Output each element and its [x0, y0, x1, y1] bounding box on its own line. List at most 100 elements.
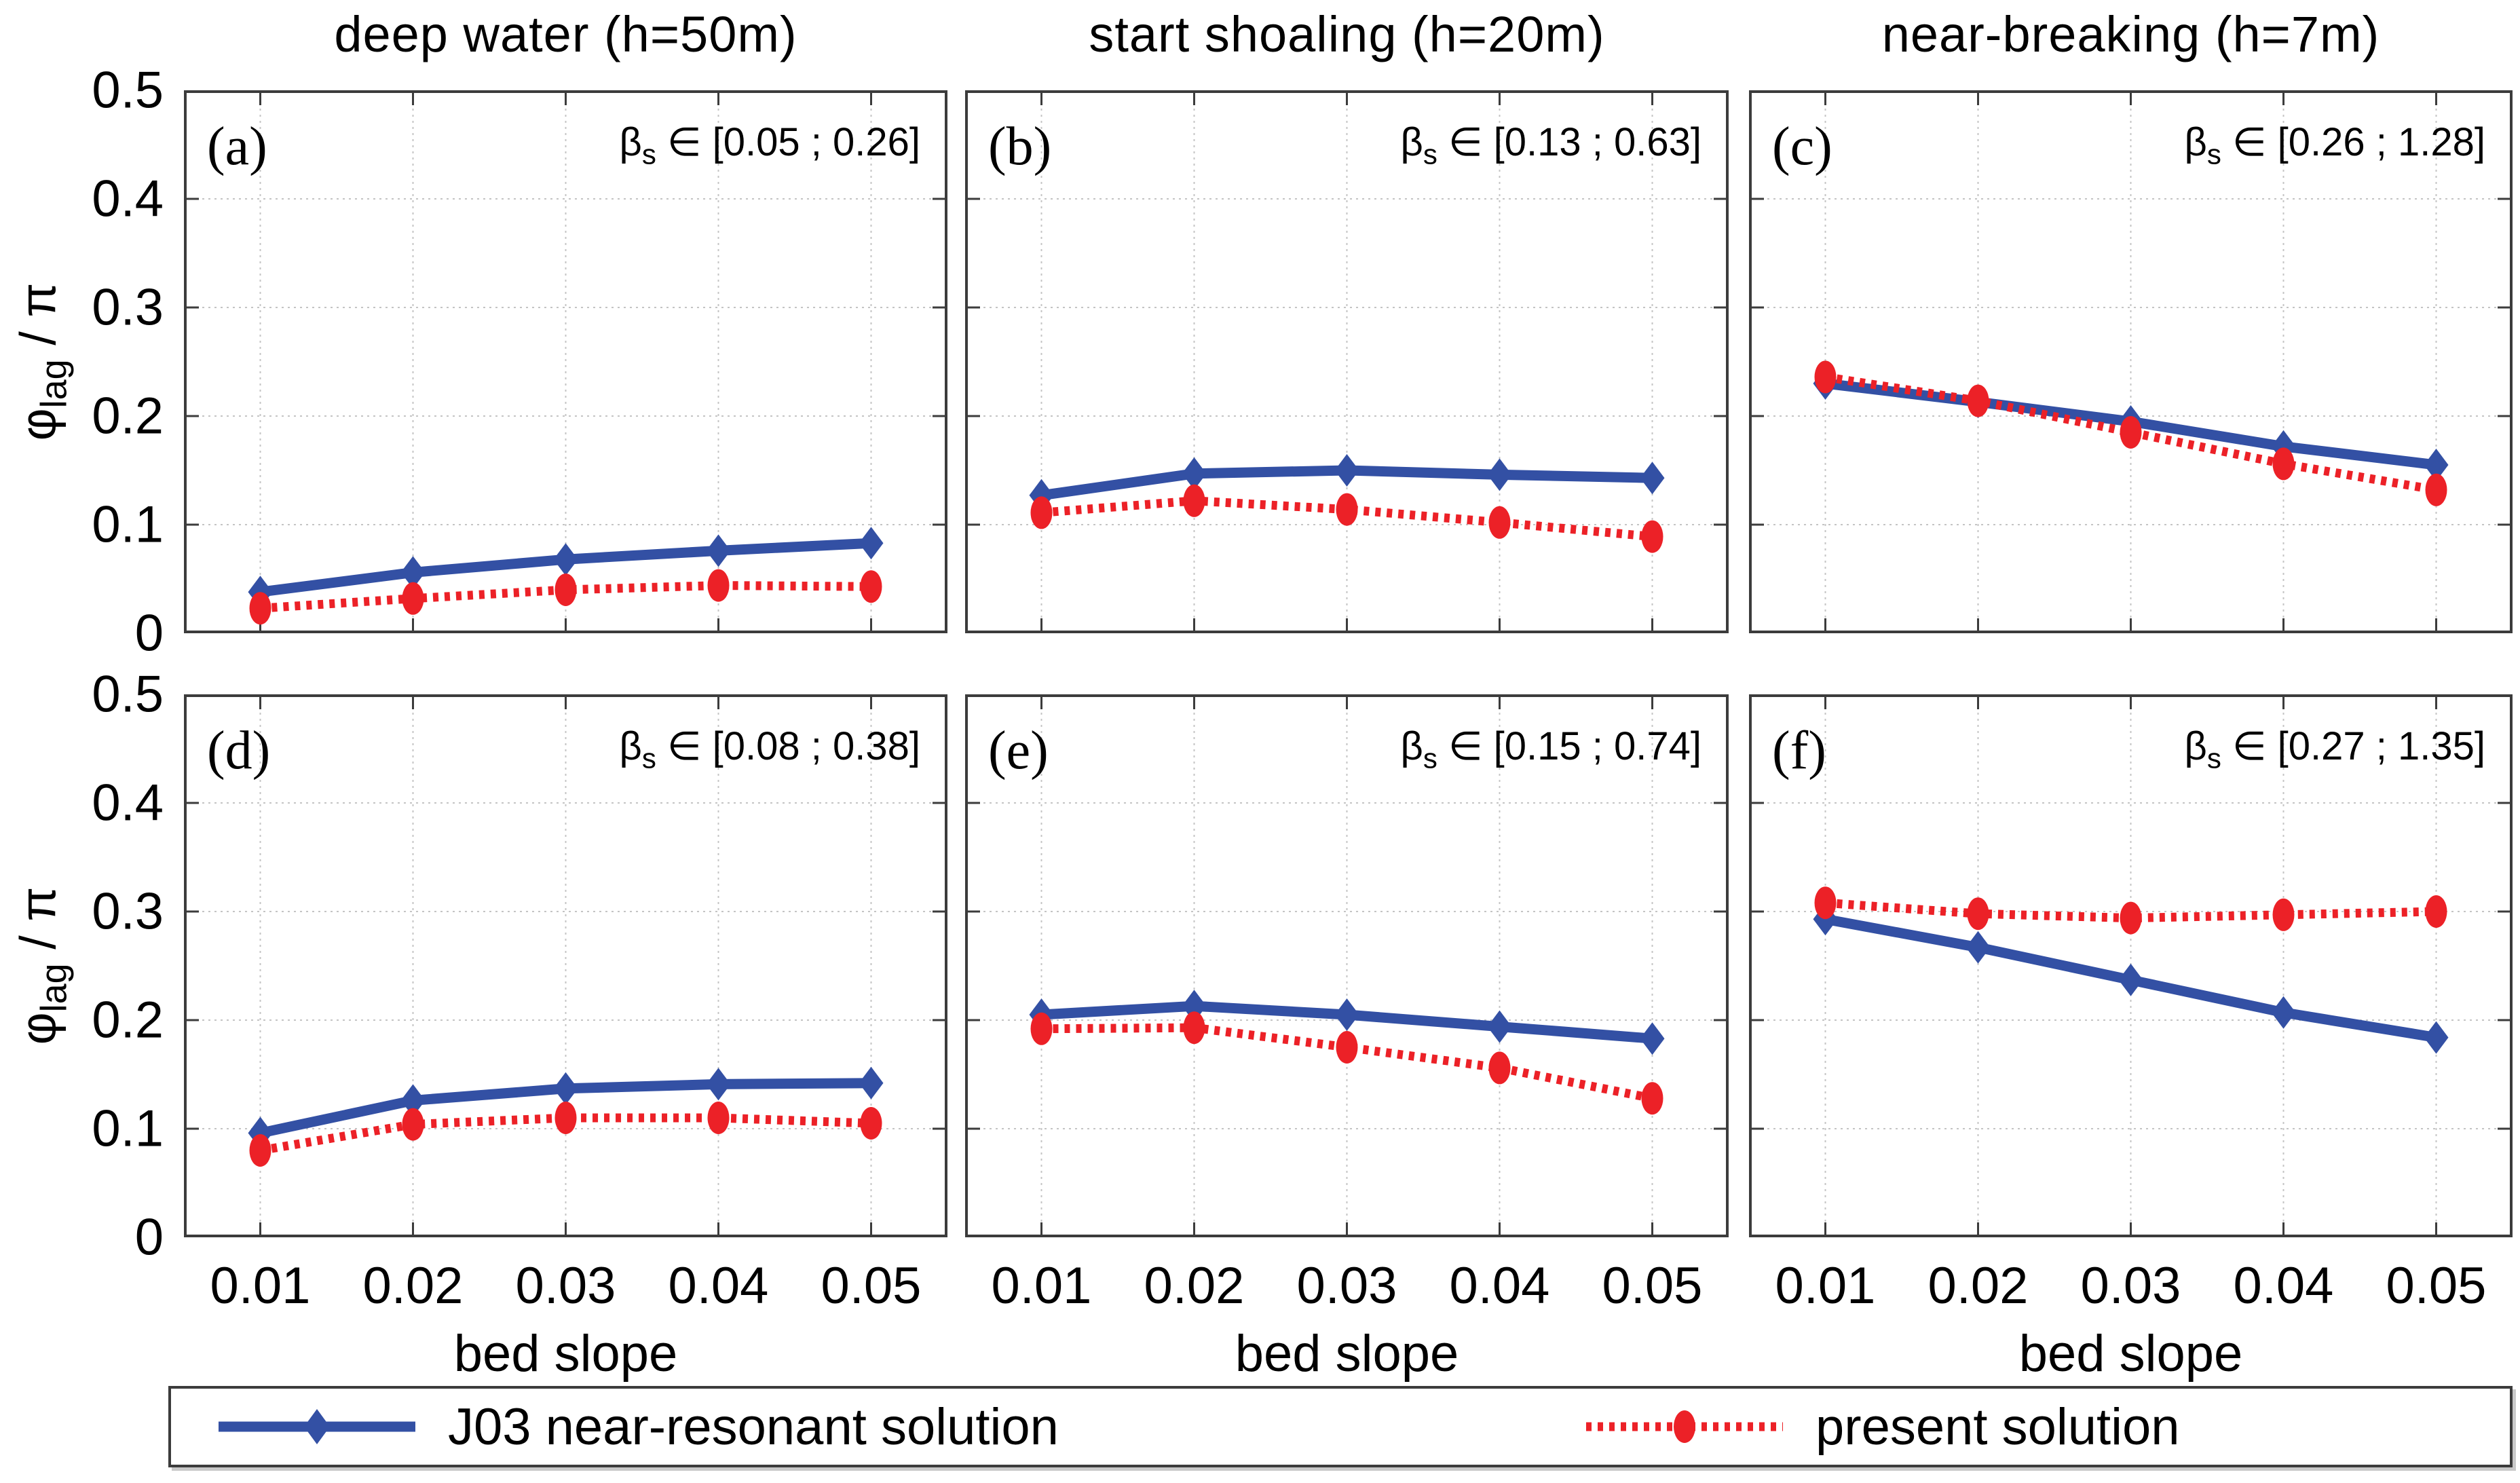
beta-subscript: s [641, 138, 656, 170]
beta-symbol: β [2184, 120, 2207, 164]
panel-c-plot [1749, 90, 2513, 633]
ellipse-marker-icon [1488, 1051, 1511, 1085]
series-line-dotted [1825, 898, 2437, 923]
diamond-marker-icon [1487, 458, 1512, 491]
ellipse-marker-icon [2272, 898, 2295, 931]
ellipse-marker-icon [1674, 1410, 1695, 1443]
beta-subscript: s [2206, 138, 2221, 170]
x-tick-label: 0.04 [1449, 1257, 1550, 1315]
diamond-marker-icon [859, 527, 884, 560]
beta-range-text: ∈ [0.26 ; 1.28] [2221, 120, 2485, 164]
x-tick-label: 0.02 [362, 1257, 464, 1315]
ellipse-marker-icon [554, 574, 577, 606]
ellipse-marker-icon [707, 1102, 730, 1134]
beta-symbol: β [619, 120, 642, 164]
column-title-start-shoaling: start shoaling (h=20m) [1089, 6, 1605, 62]
diamond-marker-icon [304, 1409, 330, 1444]
y-tick-label: 0.5 [92, 665, 164, 724]
beta-range-annotation: βs ∈ [0.13 ; 0.63] [1213, 119, 1701, 171]
legend-item-present: present solution [1586, 1389, 2180, 1465]
x-tick-label: 0.01 [210, 1257, 311, 1315]
ellipse-marker-icon [2272, 447, 2295, 481]
diamond-marker-icon [1334, 998, 1359, 1031]
ellipse-marker-icon [1967, 897, 1989, 931]
series-line-dotted [260, 581, 871, 613]
y-tick-label: 0 [134, 1208, 164, 1266]
beta-symbol: β [1400, 724, 1423, 768]
panel-d-plot [184, 694, 947, 1237]
beta-range-text: ∈ [0.13 ; 0.63] [1437, 120, 1701, 164]
axis-border [965, 694, 1729, 1237]
x-tick-label: 0.01 [991, 1257, 1092, 1315]
beta-subscript: s [641, 742, 656, 774]
panel-b-plot [965, 90, 1729, 633]
ellipse-marker-icon [1967, 384, 1989, 417]
x-tick-label: 0.04 [668, 1257, 769, 1315]
y-tick-label: 0.1 [92, 1100, 164, 1158]
ellipse-marker-icon [402, 582, 424, 615]
diamond-marker-icon [859, 1066, 884, 1100]
beta-symbol: β [1400, 120, 1423, 164]
ellipse-marker-icon [860, 570, 882, 603]
axis-border [965, 90, 1729, 633]
diamond-marker-icon [2424, 449, 2449, 481]
ellipse-marker-icon [1030, 496, 1053, 529]
diamond-marker-icon [553, 1072, 578, 1105]
beta-subscript: s [1423, 138, 1437, 170]
ellipse-marker-icon [860, 1107, 882, 1140]
diamond-marker-icon [1182, 990, 1207, 1023]
panel-label-d: (d) [207, 721, 271, 781]
panel-label-c: (c) [1772, 117, 1832, 176]
beta-symbol: β [619, 724, 642, 768]
beta-range-annotation: βs ∈ [0.08 ; 0.38] [432, 723, 920, 775]
y-tick-label: 0.1 [92, 495, 164, 554]
axis-border [184, 90, 947, 633]
ellipse-marker-icon [1814, 360, 1837, 394]
ellipse-marker-icon [1641, 520, 1663, 553]
ellipse-marker-icon [2120, 901, 2142, 935]
legend: J03 near-resonant solution present solut… [168, 1386, 2513, 1467]
panel-label-a: (a) [207, 117, 267, 176]
beta-range-text: ∈ [0.15 ; 0.74] [1437, 724, 1701, 768]
beta-subscript: s [2206, 742, 2221, 774]
ellipse-marker-icon [707, 569, 730, 602]
diamond-marker-icon [2424, 1021, 2449, 1054]
beta-range-text: ∈ [0.05 ; 0.26] [656, 120, 920, 164]
diamond-marker-icon [1640, 462, 1665, 495]
x-tick-label: 0.05 [2386, 1257, 2487, 1315]
ellipse-marker-icon [1336, 493, 1358, 526]
diamond-marker-icon [553, 543, 578, 576]
beta-subscript: s [1423, 742, 1437, 774]
y-tick-label: 0.2 [92, 991, 164, 1049]
panel-label-e: (e) [988, 721, 1049, 781]
legend-swatch-j03-solid-line [219, 1409, 415, 1444]
x-tick-label: 0.05 [1602, 1257, 1703, 1315]
panel-e-plot [965, 694, 1729, 1237]
bed-slope-label: bed slope [1235, 1325, 1459, 1383]
beta-symbol: β [2184, 724, 2207, 768]
panel-f-plot [1749, 694, 2513, 1237]
x-tick-label: 0.05 [821, 1257, 922, 1315]
diamond-marker-icon [1334, 454, 1359, 487]
series-line-dotted [1040, 496, 1653, 542]
ellipse-marker-icon [402, 1108, 424, 1141]
axis-border [184, 694, 947, 1237]
ellipse-marker-icon [2120, 416, 2142, 449]
diamond-marker-icon [1640, 1022, 1665, 1055]
axis-border [1749, 90, 2513, 633]
bed-slope-label: bed slope [453, 1325, 678, 1383]
axis-border [1749, 694, 2513, 1237]
y-tick-label: 0.3 [92, 278, 164, 337]
x-tick-label: 0.01 [1775, 1257, 1876, 1315]
y-tick-label: 0.2 [92, 387, 164, 445]
diamond-marker-icon [2271, 996, 2296, 1029]
ellipse-marker-icon [1183, 484, 1205, 517]
beta-range-annotation: βs ∈ [0.27 ; 1.35] [1997, 723, 2485, 775]
beta-range-annotation: βs ∈ [0.05 ; 0.26] [432, 119, 920, 171]
ellipse-marker-icon [554, 1102, 577, 1134]
ellipse-marker-icon [1030, 1012, 1053, 1045]
panel-label-b: (b) [988, 117, 1052, 176]
panel-label-f: (f) [1772, 721, 1826, 781]
diamond-marker-icon [400, 556, 426, 589]
